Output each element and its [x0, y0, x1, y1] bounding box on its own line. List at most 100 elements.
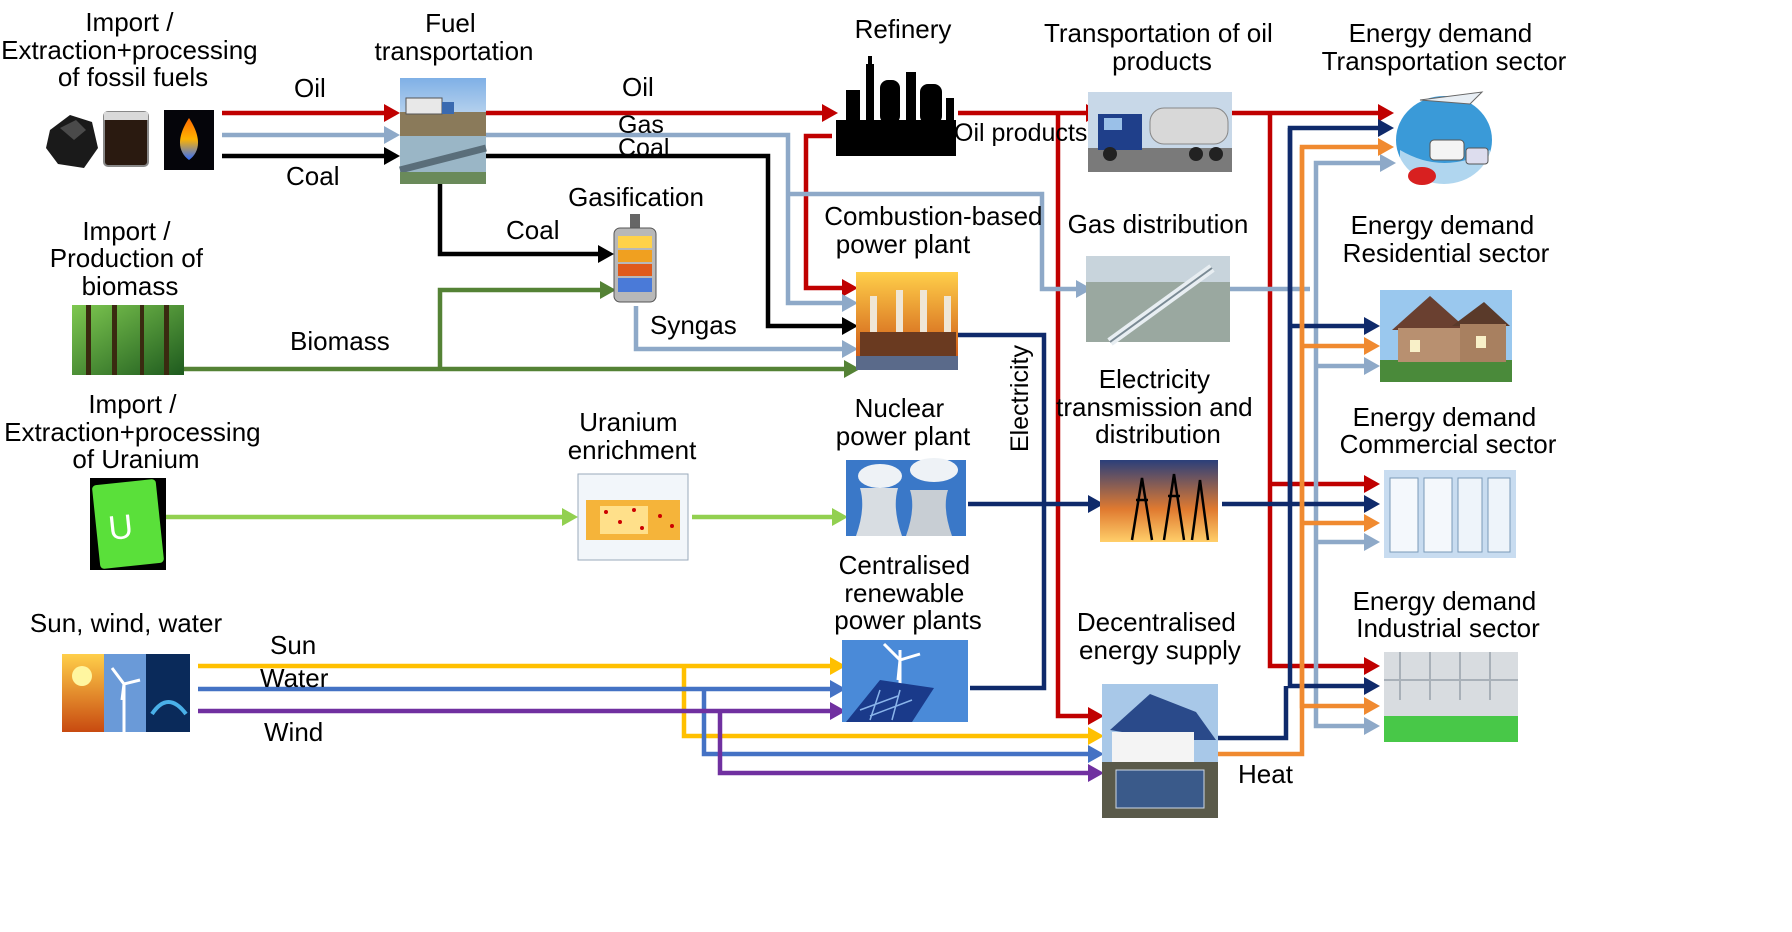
- arrowhead: [1378, 138, 1394, 156]
- enrichment-diagram: [577, 473, 689, 561]
- arrowhead: [1364, 657, 1380, 675]
- flow-label-syngas: Syngas: [650, 310, 737, 340]
- house-photo: [1380, 290, 1512, 382]
- coal-flow-to-gasification: [437, 184, 606, 257]
- renewable-plants-label: Centralised renewable power plants: [834, 550, 981, 635]
- arrowhead: [1364, 533, 1380, 551]
- arrowhead: [822, 104, 838, 122]
- oil-flow-bus: [1267, 113, 1372, 669]
- fossil-source-label: Import / Extraction+processing of fossil…: [1, 7, 265, 92]
- wind-flow-to-decentral: [717, 711, 1096, 776]
- demand-industrial-label: Energy demand Industrial sector: [1353, 586, 1544, 643]
- arrowhead: [1088, 707, 1104, 725]
- arrowhead: [842, 317, 858, 335]
- electricity-flow-decentral: [1218, 686, 1289, 741]
- combustion-plant-label: Combustion-based power plant: [824, 201, 1049, 259]
- arrowhead: [844, 360, 860, 378]
- demand-commercial-label: Energy demand Commercial sector: [1340, 402, 1557, 459]
- oil-flow-refinery-to-combustion: [803, 133, 850, 291]
- flow-label-oil-in: Oil: [294, 73, 326, 103]
- arrowhead: [1378, 119, 1394, 137]
- oil-transport-label: Transportation of oil products: [1044, 18, 1280, 76]
- electricity-flow-combustion: [958, 332, 1047, 691]
- arrowhead: [830, 657, 846, 675]
- flow-label-water: Water: [260, 663, 329, 693]
- syngas-flow: [633, 306, 850, 352]
- gas-flow-main: [486, 132, 850, 306]
- electricity-grid-label: Electricity transmission and distributio…: [1056, 364, 1260, 449]
- biomass-flow-to-gasification: [437, 287, 608, 369]
- flow-label-oil-products: Oil products: [954, 119, 1087, 147]
- flow-label-coal-in: Coal: [286, 161, 339, 191]
- arrowhead: [830, 702, 846, 720]
- arrowhead: [1088, 727, 1104, 745]
- arrowhead: [1076, 280, 1092, 298]
- arrowhead: [384, 104, 400, 122]
- factory-photo: [1384, 652, 1518, 742]
- arrowhead: [1364, 357, 1380, 375]
- flow-label-biomass: Biomass: [290, 326, 390, 356]
- refinery-label: Refinery: [855, 14, 952, 44]
- solar-house-photo: [1102, 684, 1218, 818]
- arrowhead: [1088, 764, 1104, 782]
- arrowhead: [842, 340, 858, 358]
- demand-residential-label: Energy demand Residential sector: [1343, 210, 1550, 268]
- arrowhead: [1364, 677, 1380, 695]
- arrowhead: [1378, 104, 1394, 122]
- power-lines-photo: [1100, 460, 1218, 542]
- flow-label-sun: Sun: [270, 630, 316, 660]
- renewable-source-label: Sun, wind, water: [30, 608, 223, 638]
- flow-label-wind: Wind: [264, 717, 323, 747]
- gas-pipeline-photo: [1086, 256, 1230, 346]
- arrowhead: [830, 680, 846, 698]
- sun-wind-water-photo: [62, 654, 190, 732]
- arrowhead: [1364, 317, 1380, 335]
- arrowhead: [842, 279, 858, 297]
- arrowhead: [1364, 337, 1380, 355]
- gas-flow-bus: [1313, 160, 1388, 729]
- decentral-supply-label: Decentralised energy supply: [1077, 607, 1243, 665]
- flow-label-oil-out: Oil: [622, 72, 654, 102]
- flow-label-coal-out: Coal: [618, 134, 669, 162]
- arrowhead: [1088, 495, 1104, 513]
- biomass-source-label: Import / Production of biomass: [50, 216, 210, 301]
- oil-flow-to-decentral: [1055, 113, 1096, 719]
- arrowhead: [600, 281, 616, 299]
- arrowhead: [1380, 154, 1396, 172]
- coal-flow-to-combustion: [486, 153, 850, 329]
- flow-label-heat: Heat: [1238, 759, 1294, 789]
- arrowhead: [842, 294, 858, 312]
- forest-photo: [72, 305, 184, 375]
- truck-pipeline-photo: [399, 78, 487, 184]
- vehicles-icon: [1396, 91, 1492, 185]
- arrowhead: [1364, 514, 1380, 532]
- arrowhead: [1364, 475, 1380, 493]
- flow-label-electricity: Electricity: [1006, 345, 1034, 452]
- arrowhead: [1088, 745, 1104, 763]
- gasifier-icon: [613, 214, 657, 303]
- arrowhead: [598, 245, 614, 263]
- coal-oil-gas-icons: [46, 110, 214, 170]
- arrowhead: [384, 126, 400, 144]
- oil-beaker-icon: [103, 111, 149, 167]
- gas-flow-to-distribution: [788, 191, 1084, 292]
- arrowhead: [384, 147, 400, 165]
- demand-transport-label: Energy demand Transportation sector: [1322, 18, 1567, 76]
- arrowhead: [1364, 717, 1380, 735]
- heat-flow-bus: [1299, 147, 1372, 709]
- gas-distribution-label: Gas distribution: [1068, 209, 1249, 239]
- arrowhead: [1364, 495, 1380, 513]
- arrowhead: [832, 508, 848, 526]
- cooling-towers-photo: [846, 458, 966, 536]
- uranium-icon: U: [90, 478, 166, 570]
- arrowhead: [562, 508, 578, 526]
- gasification-label: Gasification: [568, 182, 704, 212]
- nuclear-plant-label: Nuclear power plant: [836, 393, 971, 451]
- svg-text:U: U: [106, 508, 134, 548]
- fuel-transport-label: Fuel transportation: [375, 8, 534, 66]
- uranium-enrichment-label: Uranium enrichment: [568, 407, 697, 465]
- tanker-truck-photo: [1088, 92, 1232, 172]
- arrowhead: [1364, 697, 1380, 715]
- refinery-icon: [836, 56, 956, 156]
